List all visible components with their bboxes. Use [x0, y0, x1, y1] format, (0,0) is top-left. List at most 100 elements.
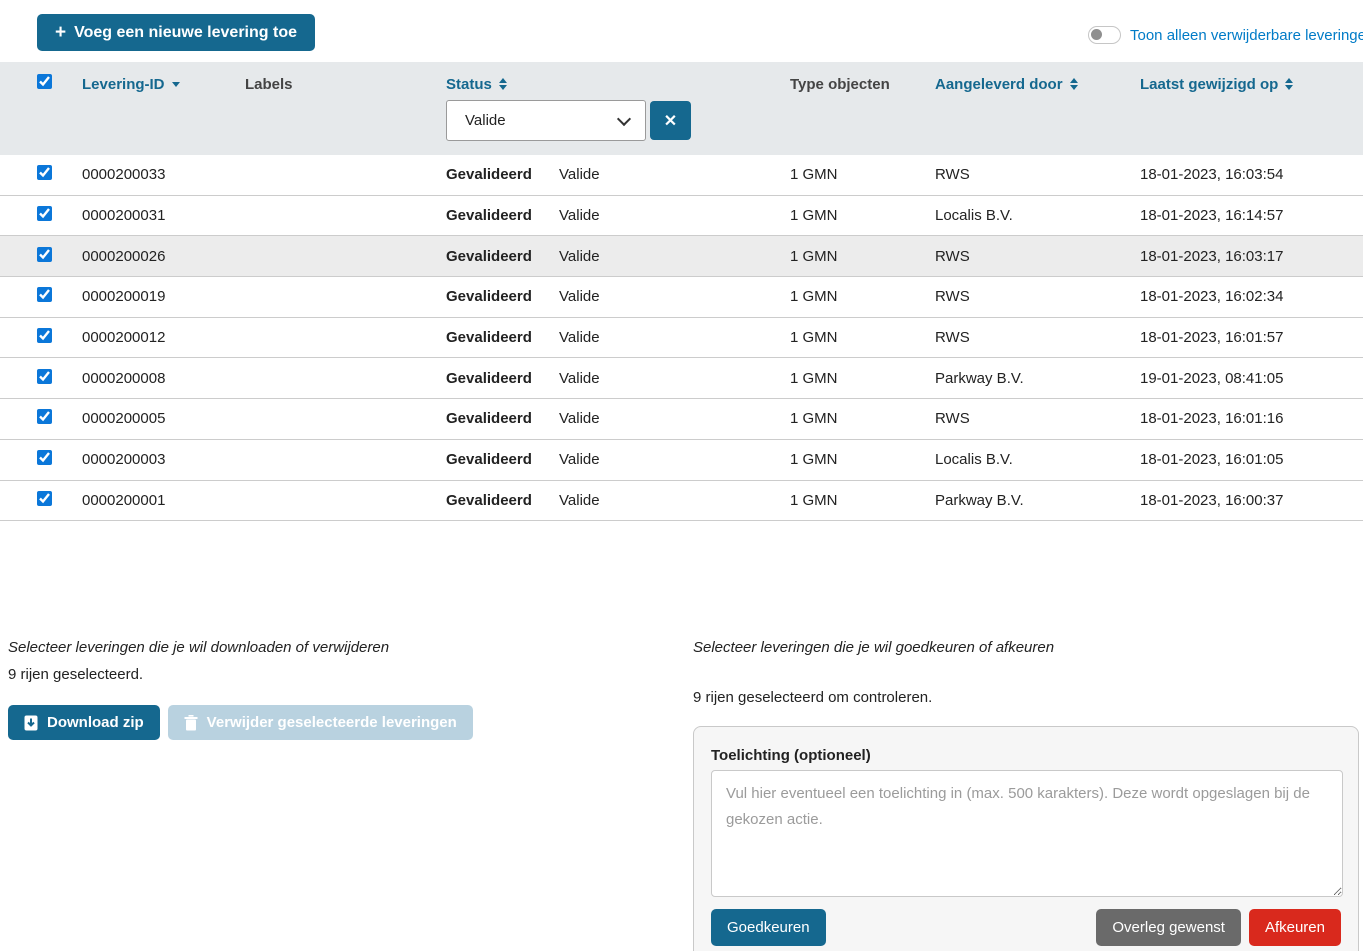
add-delivery-button[interactable]: + Voeg een nieuwe levering toe — [37, 14, 315, 51]
approve-button[interactable]: Goedkeuren — [711, 909, 826, 946]
row-checkbox[interactable] — [37, 328, 52, 344]
cell-levering-id: 0000200019 — [82, 288, 166, 306]
cell-aangeleverd-door: Parkway B.V. — [935, 369, 1024, 387]
cell-status: Gevalideerd Valide — [446, 248, 790, 265]
cell-aangeleverd-door: RWS — [935, 288, 970, 306]
sort-both-icon — [1285, 78, 1294, 90]
row-checkbox[interactable] — [37, 206, 52, 222]
row-checkbox[interactable] — [37, 287, 52, 303]
status-filter-select[interactable]: Valide — [446, 100, 646, 141]
cell-levering-id: 0000200005 — [82, 410, 166, 428]
cell-levering-id: 0000200026 — [82, 247, 166, 265]
status-text: Gevalideerd — [446, 166, 532, 184]
status-quality-text: Valide — [559, 329, 600, 347]
delete-selected-button[interactable]: Verwijder geselecteerde leveringen — [167, 705, 473, 740]
status-filter-value: Valide — [465, 112, 506, 129]
cell-type-objecten: 1 GMN — [790, 247, 838, 265]
table-row[interactable]: 0000200012 Gevalideerd Valide 1 GMN RWS … — [0, 318, 1363, 359]
status-quality-text: Valide — [559, 288, 600, 306]
cell-aangeleverd-door: Localis B.V. — [935, 451, 1013, 469]
add-delivery-button-label: Voeg een nieuwe levering toe — [74, 23, 297, 41]
toelichting-textarea[interactable] — [711, 770, 1343, 897]
row-checkbox[interactable] — [37, 450, 52, 466]
reject-button[interactable]: Afkeuren — [1248, 909, 1341, 946]
show-removable-toggle[interactable] — [1088, 26, 1121, 44]
discuss-button[interactable]: Overleg gewenst — [1096, 909, 1241, 946]
cell-aangeleverd-door: Parkway B.V. — [935, 491, 1024, 509]
status-text: Gevalideerd — [446, 207, 532, 225]
status-filter-row: Valide ✕ — [446, 100, 691, 141]
cell-status: Gevalideerd Valide — [446, 370, 790, 387]
plus-icon: + — [55, 22, 67, 43]
review-selected-count: 9 rijen geselecteerd om controleren. — [693, 689, 933, 706]
status-quality-text: Valide — [559, 369, 600, 387]
table-header: Levering-ID Labels Status Type objecten … — [0, 62, 1363, 155]
cell-laatst-gewijzigd: 18-01-2023, 16:03:17 — [1140, 247, 1284, 265]
cell-type-objecten: 1 GMN — [790, 491, 838, 509]
cell-aangeleverd-door: RWS — [935, 329, 970, 347]
cell-levering-id: 0000200033 — [82, 166, 166, 184]
table-row[interactable]: 0000200003 Gevalideerd Valide 1 GMN Loca… — [0, 440, 1363, 481]
status-text: Gevalideerd — [446, 451, 532, 469]
download-selected-count: 9 rijen geselecteerd. — [8, 666, 144, 683]
download-zip-label: Download zip — [47, 714, 144, 731]
row-checkbox[interactable] — [37, 368, 52, 384]
cell-type-objecten: 1 GMN — [790, 410, 838, 428]
column-header-type-objecten: Type objecten — [790, 75, 890, 93]
cell-laatst-gewijzigd: 18-01-2023, 16:01:57 — [1140, 329, 1284, 347]
table-body: 0000200033 Gevalideerd Valide 1 GMN RWS … — [0, 155, 1363, 522]
toggle-knob-icon — [1091, 29, 1102, 40]
row-checkbox[interactable] — [37, 409, 52, 425]
cell-laatst-gewijzigd: 18-01-2023, 16:01:05 — [1140, 451, 1284, 469]
status-quality-text: Valide — [559, 207, 600, 225]
row-checkbox[interactable] — [37, 165, 52, 181]
status-quality-text: Valide — [559, 410, 600, 428]
cell-status: Gevalideerd Valide — [446, 207, 790, 224]
row-checkbox[interactable] — [37, 246, 52, 262]
status-text: Gevalideerd — [446, 410, 532, 428]
status-quality-text: Valide — [559, 247, 600, 265]
cell-type-objecten: 1 GMN — [790, 166, 838, 184]
column-header-labels: Labels — [245, 75, 293, 93]
table-row[interactable]: 0000200005 Gevalideerd Valide 1 GMN RWS … — [0, 399, 1363, 440]
status-text: Gevalideerd — [446, 369, 532, 387]
row-checkbox[interactable] — [37, 490, 52, 506]
status-quality-text: Valide — [559, 166, 600, 184]
status-text: Gevalideerd — [446, 288, 532, 306]
table-row[interactable]: 0000200008 Gevalideerd Valide 1 GMN Park… — [0, 358, 1363, 400]
cell-aangeleverd-door: RWS — [935, 247, 970, 265]
cell-status: Gevalideerd Valide — [446, 329, 790, 346]
show-removable-toggle-label: Toon alleen verwijderbare leveringen — [1130, 26, 1363, 44]
cell-laatst-gewijzigd: 19-01-2023, 08:41:05 — [1140, 369, 1284, 387]
table-row[interactable]: 0000200033 Gevalideerd Valide 1 GMN RWS … — [0, 155, 1363, 196]
clear-filter-button[interactable]: ✕ — [650, 101, 691, 140]
status-text: Gevalideerd — [446, 329, 532, 347]
select-all-checkbox[interactable] — [37, 74, 52, 89]
column-header-levering-id[interactable]: Levering-ID — [82, 76, 245, 93]
column-header-status[interactable]: Status — [446, 76, 790, 93]
cell-status: Gevalideerd Valide — [446, 492, 790, 509]
table-row[interactable]: 0000200026 Gevalideerd Valide 1 GMN RWS … — [0, 236, 1363, 278]
column-header-laatst-gewijzigd[interactable]: Laatst gewijzigd op — [1140, 76, 1363, 93]
sort-both-icon — [1069, 78, 1078, 90]
download-zip-button[interactable]: Download zip — [8, 705, 160, 740]
cell-type-objecten: 1 GMN — [790, 207, 838, 225]
chevron-down-icon — [616, 111, 632, 127]
cell-laatst-gewijzigd: 18-01-2023, 16:00:37 — [1140, 491, 1284, 509]
table-row[interactable]: 0000200031 Gevalideerd Valide 1 GMN Loca… — [0, 196, 1363, 237]
toelichting-label: Toelichting (optioneel) — [711, 747, 871, 764]
cell-laatst-gewijzigd: 18-01-2023, 16:14:57 — [1140, 207, 1284, 225]
cell-laatst-gewijzigd: 18-01-2023, 16:01:16 — [1140, 410, 1284, 428]
status-quality-text: Valide — [559, 491, 600, 509]
cell-type-objecten: 1 GMN — [790, 288, 838, 306]
table-row[interactable]: 0000200019 Gevalideerd Valide 1 GMN RWS … — [0, 277, 1363, 318]
toelichting-panel: Toelichting (optioneel) Goedkeuren Overl… — [693, 726, 1359, 951]
column-header-aangeleverd-door[interactable]: Aangeleverd door — [935, 76, 1140, 93]
cell-type-objecten: 1 GMN — [790, 329, 838, 347]
cell-levering-id: 0000200008 — [82, 369, 166, 387]
sort-desc-icon — [171, 81, 180, 87]
cell-levering-id: 0000200031 — [82, 207, 166, 225]
trash-icon — [184, 714, 198, 730]
table-row[interactable]: 0000200001 Gevalideerd Valide 1 GMN Park… — [0, 481, 1363, 522]
